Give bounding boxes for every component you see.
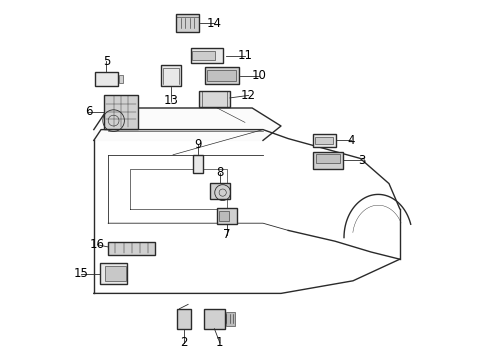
Bar: [199, 91, 230, 107]
Text: 4: 4: [347, 134, 355, 147]
Text: 2: 2: [180, 336, 188, 349]
Bar: [207, 70, 236, 81]
Bar: [192, 51, 215, 60]
Text: 16: 16: [90, 238, 105, 251]
Bar: [100, 263, 127, 284]
Text: 13: 13: [164, 94, 179, 107]
Bar: [316, 137, 333, 144]
Text: 9: 9: [195, 138, 202, 150]
Bar: [313, 152, 343, 169]
Bar: [204, 309, 225, 328]
Bar: [95, 72, 118, 86]
Text: 12: 12: [241, 89, 256, 102]
Text: 10: 10: [252, 69, 267, 82]
Text: 5: 5: [103, 55, 110, 68]
Bar: [219, 211, 229, 221]
Text: 3: 3: [358, 154, 366, 167]
Bar: [193, 155, 203, 173]
Bar: [119, 75, 123, 83]
Bar: [217, 208, 238, 224]
Bar: [204, 67, 239, 84]
Polygon shape: [94, 108, 281, 140]
Text: 14: 14: [207, 17, 222, 30]
Bar: [176, 14, 199, 32]
Bar: [105, 266, 125, 282]
Bar: [191, 48, 223, 63]
Bar: [104, 95, 138, 129]
Bar: [226, 312, 235, 325]
Bar: [210, 183, 230, 199]
Text: 6: 6: [85, 105, 92, 118]
Bar: [177, 309, 191, 328]
Bar: [108, 242, 155, 255]
Text: 11: 11: [238, 49, 252, 62]
Bar: [161, 65, 181, 86]
Bar: [313, 134, 336, 147]
Text: 7: 7: [223, 228, 231, 241]
Bar: [316, 154, 340, 163]
Text: 8: 8: [216, 166, 223, 179]
Text: 1: 1: [216, 336, 223, 349]
Text: 15: 15: [74, 267, 89, 280]
